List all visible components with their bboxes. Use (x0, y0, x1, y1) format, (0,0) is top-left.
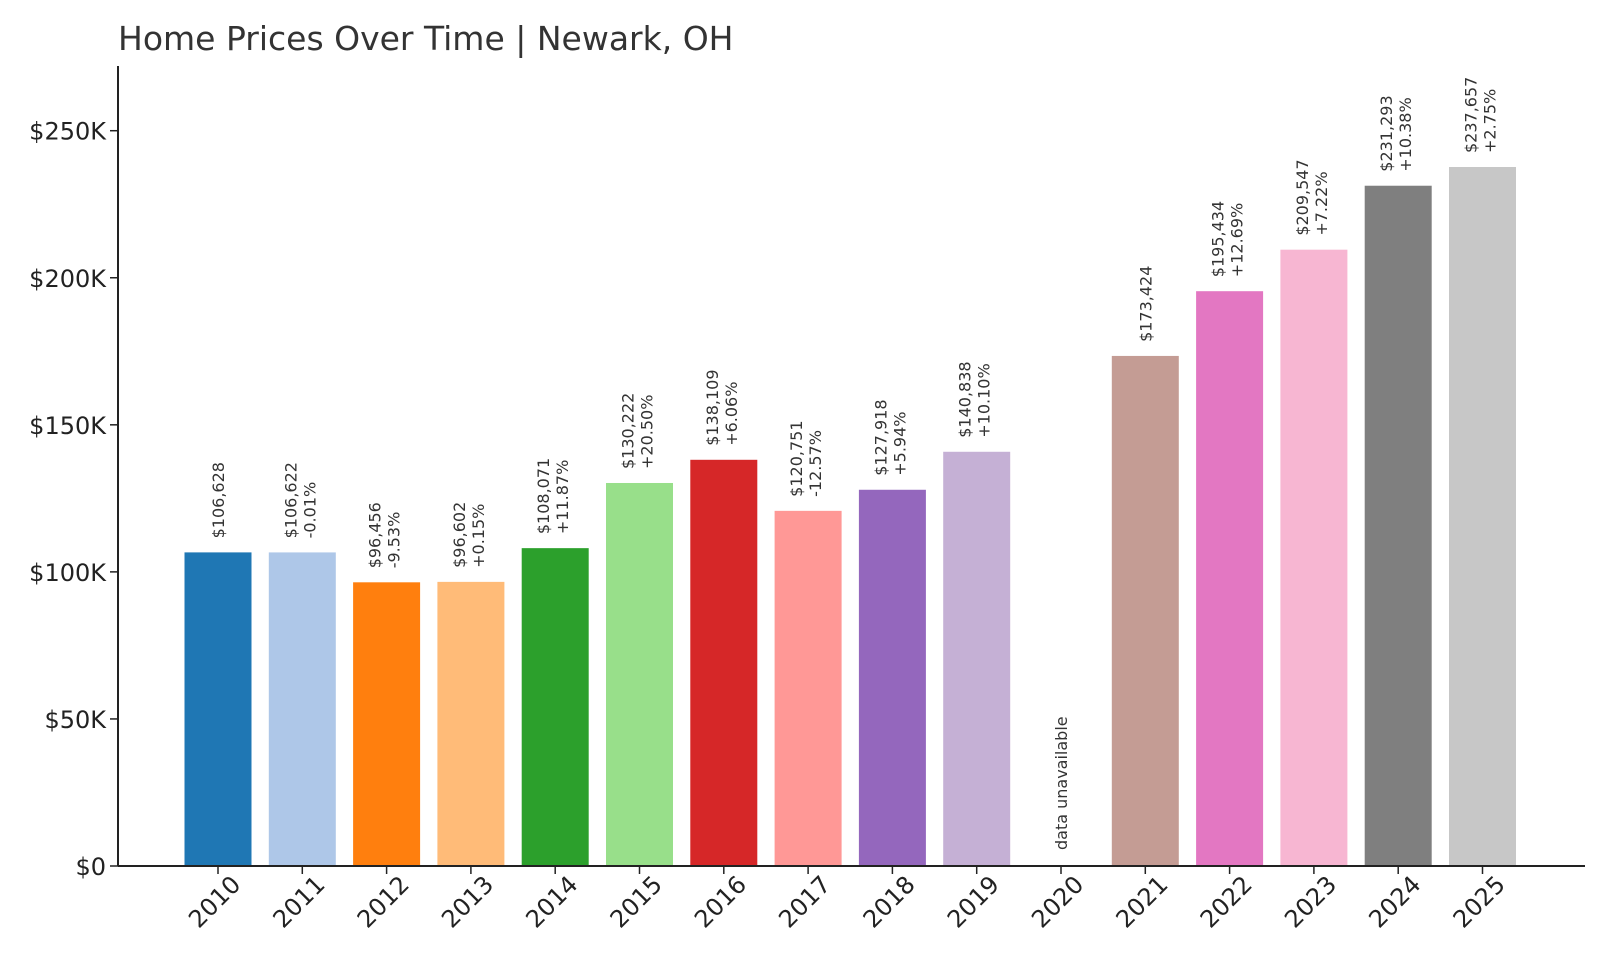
y-tick-label: $0 (75, 853, 106, 881)
change-label-2017: -12.57% (806, 430, 825, 497)
value-label-2023: $209,547 (1293, 159, 1312, 235)
value-label-2015: $130,222 (619, 393, 638, 469)
x-tick-label: 2022 (1195, 870, 1258, 933)
x-tick-label: 2010 (183, 870, 246, 933)
y-tick-label: $250K (29, 118, 107, 146)
x-tick-label: 2021 (1111, 870, 1174, 933)
change-label-2011: -0.01% (300, 482, 319, 539)
value-label-2019: $140,838 (956, 361, 975, 437)
change-label-2016: +6.06% (722, 382, 741, 446)
missing-data-label: data unavailable (1052, 716, 1071, 850)
x-tick-label: 2015 (605, 870, 668, 933)
bar-labels-layer: $106,628 $106,622 -0.01% $96,456 -9.53% $96,6… (209, 77, 1500, 850)
value-label-2021: $173,424 (1136, 266, 1155, 342)
x-tick-label: 2020 (1026, 870, 1089, 933)
bars-layer (184, 167, 1516, 867)
y-tick-label: $50K (44, 706, 107, 734)
value-label-2022: $195,434 (1209, 201, 1228, 277)
chart-title: Home Prices Over Time | Newark, OH (118, 19, 734, 58)
value-label-2017: $120,751 (787, 421, 806, 497)
value-label-2014: $108,071 (534, 458, 553, 534)
bar-2019 (943, 451, 1011, 866)
x-tick-label: 2012 (352, 870, 415, 933)
x-tick-label: 2018 (858, 870, 921, 933)
bar-2021 (1111, 355, 1179, 866)
x-tick-label: 2017 (773, 870, 836, 933)
x-axis: 2010 2011 2012 2013 2014 2015 2016 2017 2018 2019… (118, 865, 1585, 933)
x-tick-label: 2025 (1448, 870, 1511, 933)
change-label-2023: +7.22% (1312, 171, 1331, 235)
bar-2011 (268, 552, 336, 866)
change-label-2018: +5.94% (890, 412, 909, 476)
y-axis: $0 $50K $100K $150K $200K $250K (29, 66, 119, 881)
x-tick-label: 2023 (1279, 870, 1342, 933)
y-tick-label: $200K (29, 265, 107, 293)
x-tick-label: 2014 (520, 870, 583, 933)
x-tick-label: 2024 (1363, 870, 1426, 933)
bar-2014 (521, 548, 589, 866)
bar-2015 (606, 482, 673, 866)
bar-2012 (353, 582, 421, 866)
change-label-2024: +10.38% (1396, 97, 1415, 171)
change-label-2015: +20.50% (638, 395, 657, 469)
bar-2025 (1449, 167, 1516, 867)
value-label-2011: $106,622 (281, 462, 300, 538)
change-label-2025: +2.75% (1481, 89, 1500, 153)
change-label-2019: +10.10% (975, 363, 994, 437)
bar-2013 (437, 581, 505, 866)
y-tick-label: $100K (29, 559, 107, 587)
y-tick-label: $150K (29, 412, 107, 440)
x-tick-label: 2011 (268, 870, 331, 933)
bar-2018 (858, 489, 926, 866)
value-label-2018: $127,918 (871, 399, 890, 475)
value-label-2025: $237,657 (1462, 77, 1481, 153)
x-tick-label: 2016 (689, 870, 752, 933)
change-label-2022: +12.69% (1228, 203, 1247, 277)
value-label-2010: $106,628 (209, 462, 228, 538)
change-label-2012: -9.53% (385, 512, 404, 569)
change-label-2013: +0.15% (469, 504, 488, 568)
x-tick-label: 2013 (436, 870, 499, 933)
bar-2024 (1364, 185, 1432, 867)
value-label-2024: $231,293 (1377, 95, 1396, 171)
value-label-2012: $96,456 (366, 502, 385, 568)
bar-2017 (774, 510, 842, 866)
bar-2022 (1196, 291, 1264, 867)
bar-2010 (184, 552, 252, 866)
bar-2023 (1280, 249, 1348, 866)
value-label-2013: $96,602 (450, 502, 469, 568)
x-tick-label: 2019 (942, 870, 1005, 933)
bar-2016 (690, 459, 758, 866)
change-label-2014: +11.87% (553, 460, 572, 534)
value-label-2016: $138,109 (703, 369, 722, 445)
